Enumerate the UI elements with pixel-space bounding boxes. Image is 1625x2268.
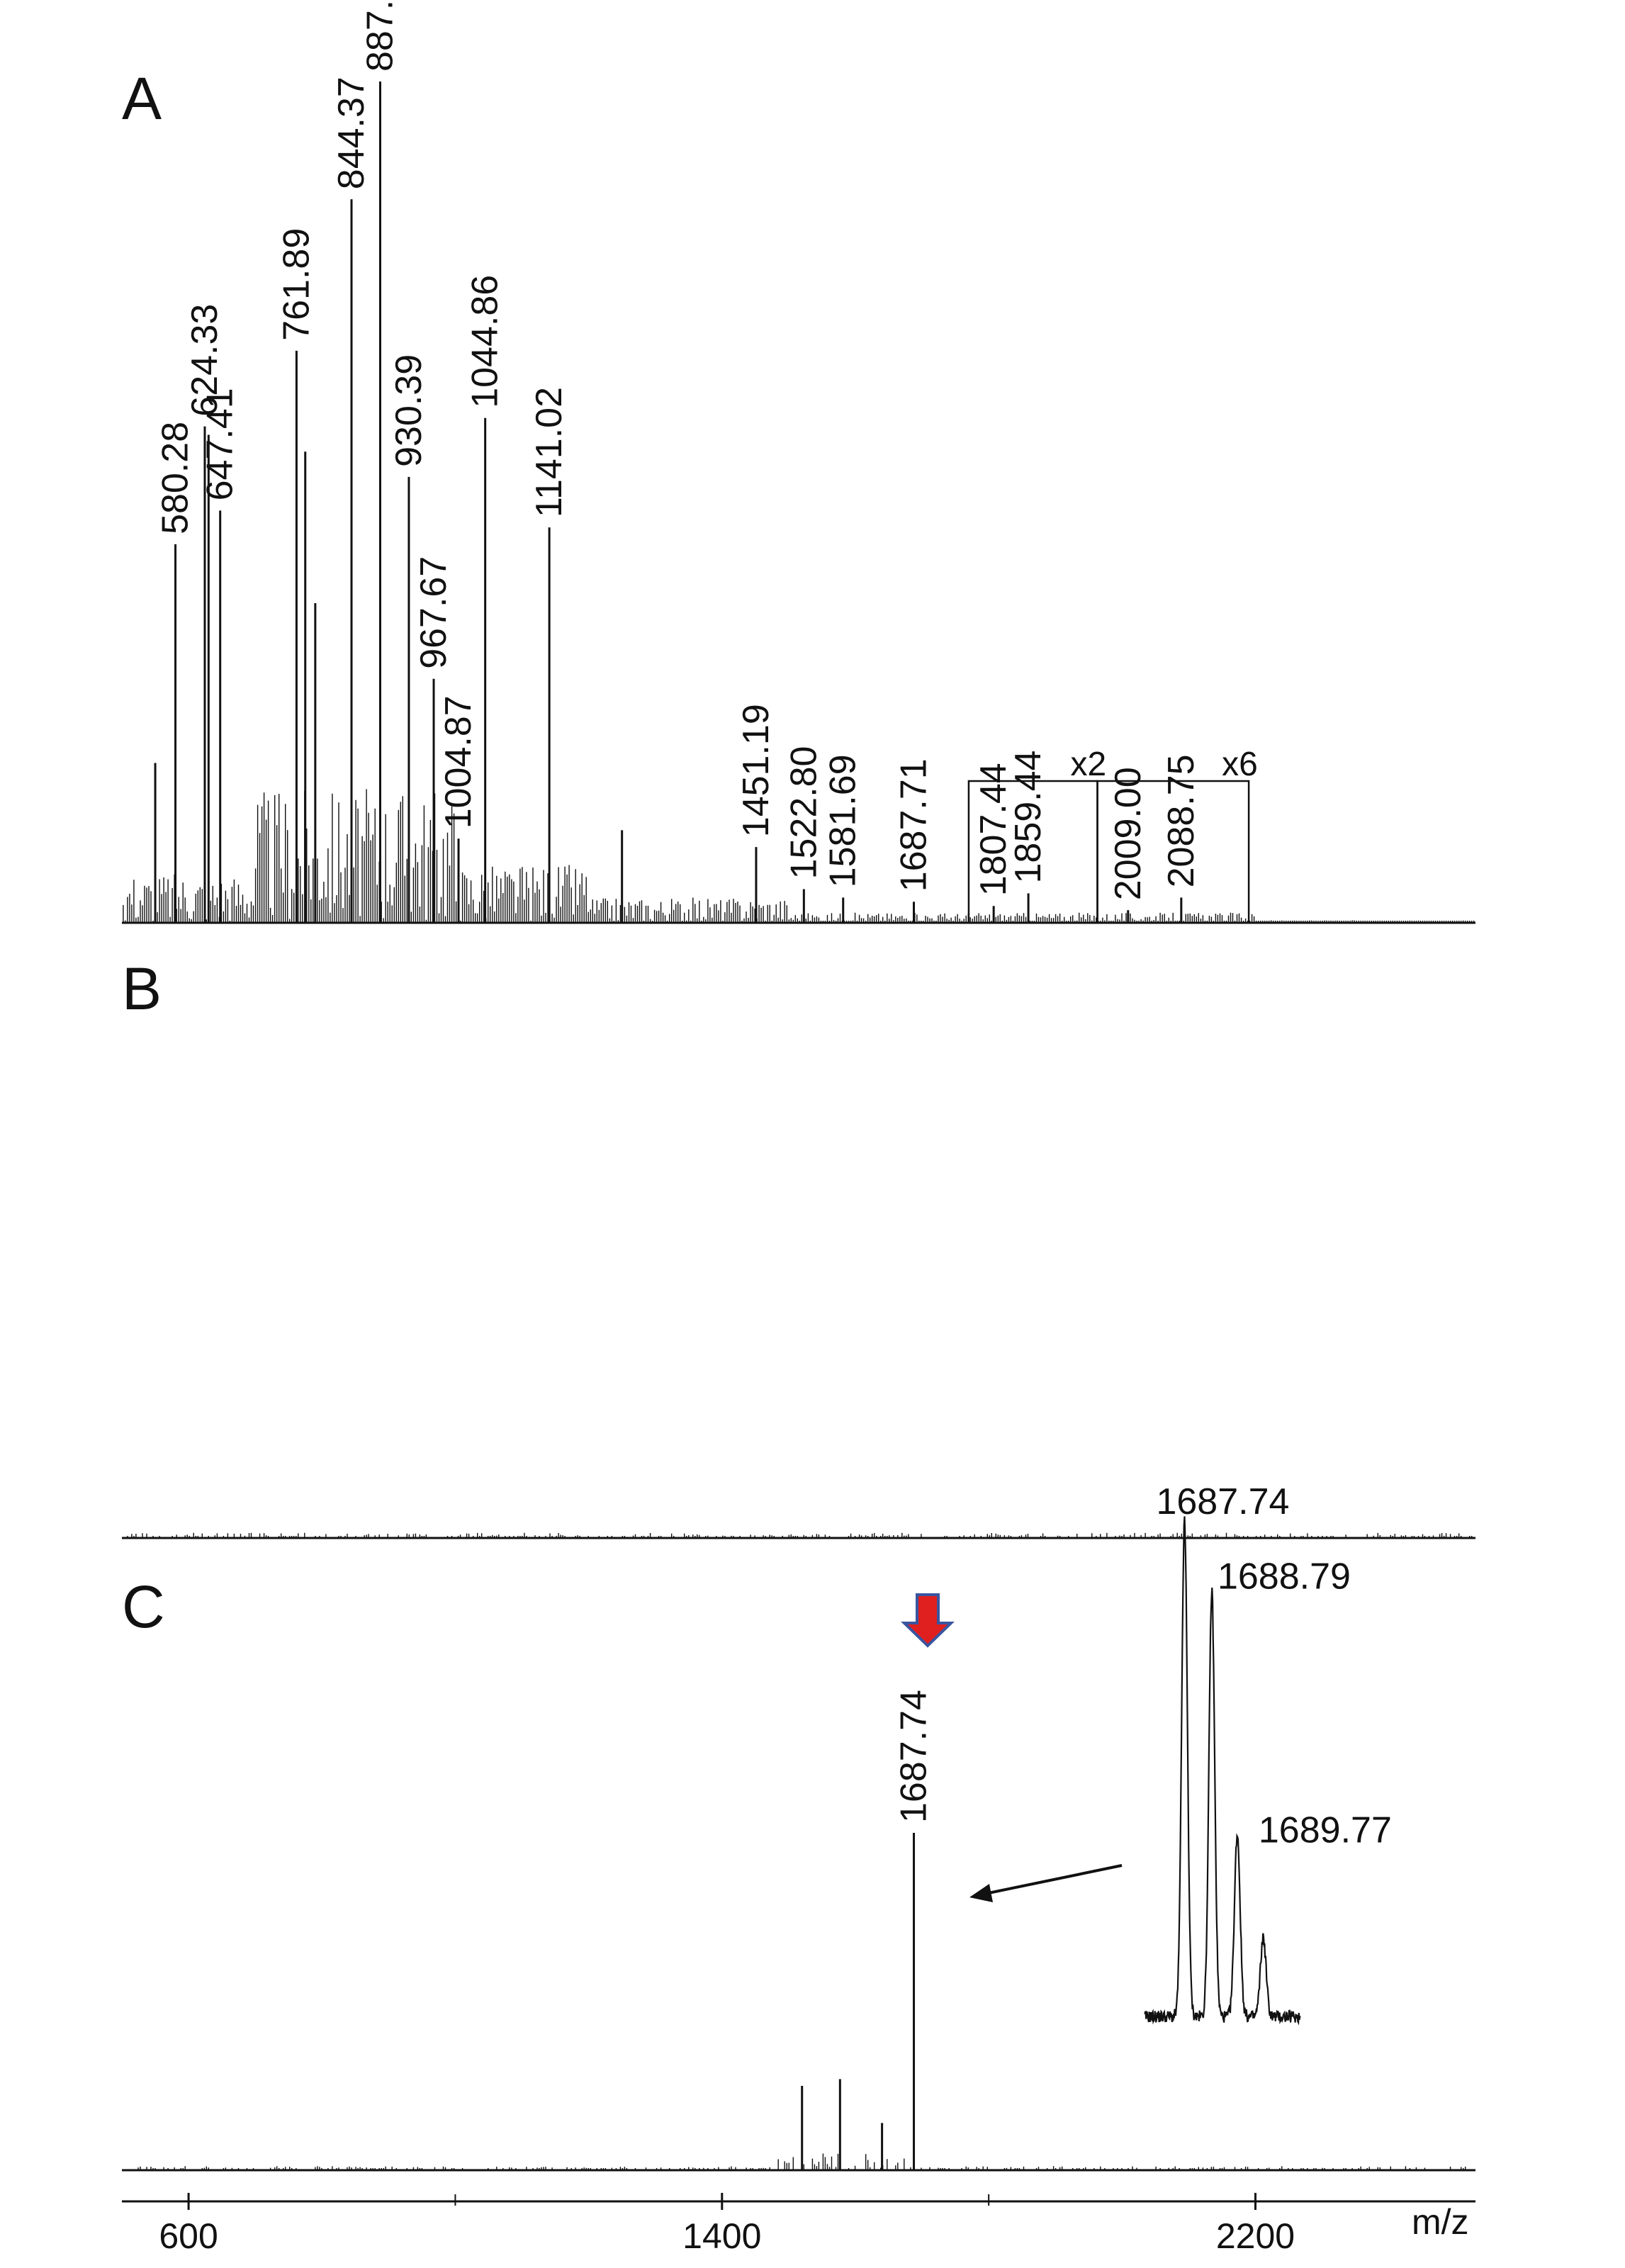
x-tick-label: 600 [159, 2216, 218, 2256]
panel-a-peaks [154, 82, 1183, 923]
peak-label: 967.67 [413, 556, 454, 669]
x-axis-unit-label: m/z [1412, 2202, 1469, 2242]
isotope-inset: 1687.74 1688.79 1689.77 [1144, 1481, 1392, 2026]
peak-label: 1044.86 [465, 275, 506, 408]
inset-trace [1144, 1516, 1301, 2026]
panel-a-letter: A [122, 65, 162, 132]
peak-label: 2009.00 [1108, 767, 1149, 900]
peak-label: 1451.19 [736, 704, 777, 837]
panel-c: C 1687.74 1687.74 1688.79 1689.77 [122, 1481, 1475, 2172]
peak-label: 580.28 [155, 422, 196, 534]
inset-pointer-arrow [984, 1864, 1123, 1895]
panel-b-letter: B [122, 955, 162, 1022]
peak-label: 1859.44 [1008, 751, 1049, 884]
x-tick-label: 2200 [1216, 2216, 1295, 2256]
peak-label: 1807.44 [973, 763, 1014, 896]
peak-label: 624.33 [184, 304, 225, 417]
panel-c-letter: C [122, 1573, 165, 1640]
panel-c-peaks [801, 1833, 916, 2170]
peak-label: 2088.75 [1161, 754, 1202, 887]
panel-c-peak-labels: 1687.74 [894, 1690, 935, 1823]
panel-b: B [122, 955, 1475, 1539]
x-axis: 600 1400 2200 m/z [122, 2193, 1475, 2256]
peak-label: 761.89 [276, 228, 317, 341]
peak-label: 1522.80 [783, 746, 824, 880]
selected-peak-arrow-icon [901, 1593, 955, 1648]
peak-label: 1581.69 [823, 754, 864, 887]
x-axis-ticks: 600 1400 2200 [159, 2193, 1295, 2256]
peak-label: 887.38 [360, 0, 401, 72]
x-tick-label: 1400 [682, 2216, 761, 2256]
peak-label: 1141.02 [529, 387, 570, 517]
panel-a-scale-annotations: x2 x6 [967, 746, 1258, 923]
scale-factor-label: x6 [1222, 746, 1258, 783]
peak-label: 1004.87 [438, 695, 479, 829]
peak-label: 1687.71 [894, 758, 935, 892]
inset-peak-label: 1687.74 [1156, 1481, 1289, 1522]
scale-bracket [1096, 780, 1250, 923]
peak-label: 844.37 [331, 77, 372, 189]
scale-factor-label: x2 [1071, 746, 1107, 783]
inset-peak-label: 1689.77 [1259, 1810, 1392, 1851]
peak-label: 930.39 [388, 354, 429, 467]
peak-label: 647.41 [200, 388, 241, 500]
inset-peak-label: 1688.79 [1218, 1556, 1351, 1598]
peak-label: 1687.74 [894, 1690, 935, 1823]
inset-pointer-arrowhead-icon [969, 1884, 993, 1902]
